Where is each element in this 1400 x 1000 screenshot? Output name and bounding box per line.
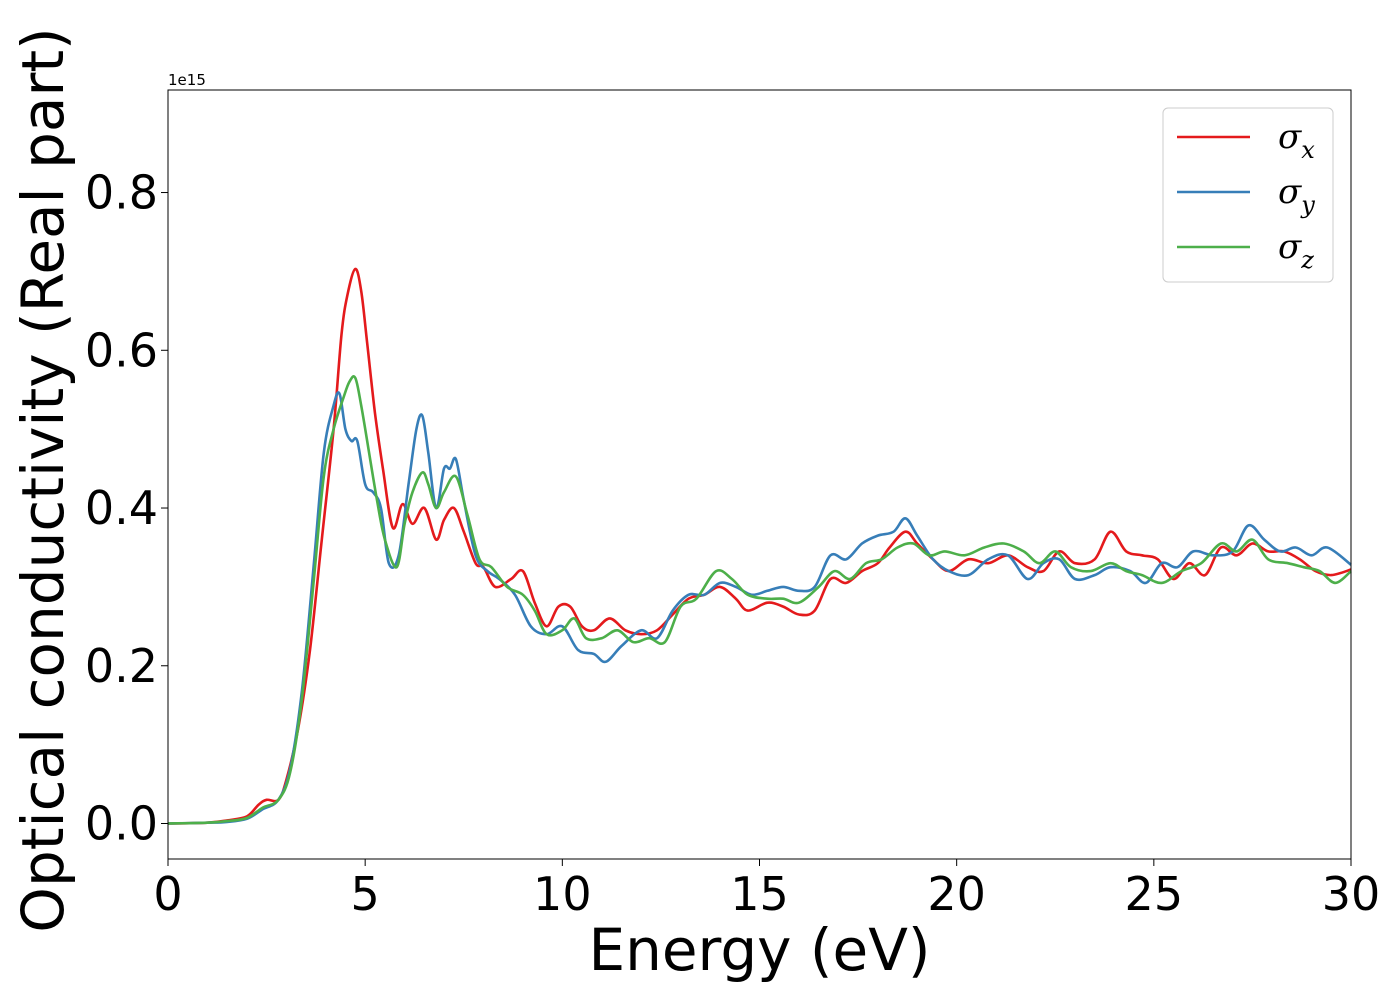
legend-subscript: z [1300, 246, 1314, 274]
legend-box [1162, 107, 1334, 283]
series-line-x [167, 267, 1352, 825]
legend-sigma: σ [1278, 172, 1302, 212]
legend-subscript: x [1301, 136, 1315, 164]
legend-label-y: σy [1278, 172, 1315, 219]
y-tick-label: 0.6 [85, 323, 158, 377]
y-tick-label: 0.4 [85, 481, 158, 535]
x-tick-label: 5 [351, 867, 380, 921]
x-axis-label: Energy (eV) [588, 916, 930, 984]
y-offset-text: 1e15 [168, 71, 206, 89]
legend-label-z: σz [1278, 227, 1314, 274]
series-line-y [167, 391, 1352, 825]
x-tick-label: 0 [153, 867, 182, 921]
plot-frame [167, 89, 1352, 860]
series-line-z [167, 375, 1352, 825]
x-tick-label: 30 [1322, 867, 1381, 921]
x-tick-label: 20 [927, 867, 986, 921]
legend-label-x: σx [1278, 117, 1315, 164]
x-tick-label: 25 [1125, 867, 1184, 921]
y-tick-label: 0.2 [85, 639, 158, 693]
x-tick-label: 10 [533, 867, 592, 921]
y-tick-label: 0.0 [85, 797, 158, 851]
legend-subscript: y [1300, 191, 1315, 219]
x-ticks: 0 5 10 15 20 25 30 [153, 859, 1380, 921]
legend-sigma: σ [1278, 227, 1302, 267]
y-axis-label: Optical conductivity (Real part) [9, 27, 77, 932]
y-tick-label: 0.8 [85, 166, 158, 220]
series-lines [167, 267, 1352, 825]
legend-sigma: σ [1278, 117, 1302, 157]
y-ticks: 0.0 0.2 0.4 0.6 0.8 [85, 166, 168, 851]
x-tick-label: 15 [730, 867, 789, 921]
